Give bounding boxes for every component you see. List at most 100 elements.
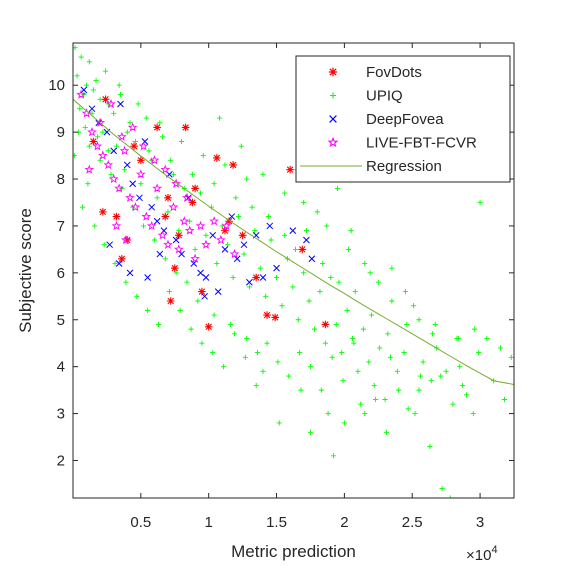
data-point bbox=[264, 340, 270, 346]
data-point bbox=[352, 289, 358, 295]
data-point bbox=[335, 185, 341, 192]
data-point bbox=[324, 223, 330, 229]
x-axis-multiplier: ×104 bbox=[466, 544, 498, 564]
data-point bbox=[358, 401, 364, 407]
data-point bbox=[129, 180, 137, 188]
data-point bbox=[160, 164, 171, 174]
data-point bbox=[371, 382, 377, 389]
data-point bbox=[124, 129, 130, 135]
data-point bbox=[190, 260, 198, 267]
data-point bbox=[405, 406, 411, 412]
data-point bbox=[321, 320, 330, 329]
data-point bbox=[385, 331, 391, 337]
data-point bbox=[209, 231, 217, 239]
data-point bbox=[154, 195, 160, 201]
x-tick-label: 1 bbox=[205, 514, 213, 531]
data-point bbox=[303, 236, 310, 244]
data-point bbox=[260, 171, 266, 177]
data-point bbox=[156, 250, 164, 258]
data-point bbox=[159, 134, 166, 140]
data-point bbox=[271, 313, 279, 322]
data-point bbox=[416, 317, 422, 323]
legend-item: DeepFovea bbox=[329, 111, 444, 128]
data-point bbox=[136, 169, 146, 179]
x-axis-label: Metric prediction bbox=[231, 542, 356, 561]
data-point bbox=[126, 269, 134, 277]
data-point bbox=[470, 410, 476, 417]
data-point bbox=[73, 152, 77, 159]
data-point bbox=[275, 359, 281, 365]
data-point bbox=[233, 195, 239, 201]
data-point bbox=[252, 273, 260, 282]
data-point bbox=[225, 217, 233, 226]
data-point bbox=[351, 340, 357, 346]
data-point bbox=[168, 157, 174, 163]
data-point bbox=[286, 373, 292, 379]
data-point bbox=[246, 284, 252, 290]
data-point bbox=[290, 284, 296, 290]
y-tick-label: 10 bbox=[48, 77, 65, 94]
data-point bbox=[99, 208, 107, 216]
data-point bbox=[221, 220, 232, 231]
data-point bbox=[123, 236, 132, 244]
data-point bbox=[362, 410, 368, 417]
data-point bbox=[410, 303, 417, 309]
data-point bbox=[93, 77, 99, 84]
data-point bbox=[401, 349, 407, 356]
data-point bbox=[123, 161, 131, 169]
data-point bbox=[282, 190, 288, 196]
data-point bbox=[249, 204, 255, 210]
data-point bbox=[230, 274, 236, 281]
data-point bbox=[198, 287, 206, 296]
data-point bbox=[348, 228, 354, 234]
data-point bbox=[484, 335, 490, 342]
data-point bbox=[389, 298, 395, 304]
data-point bbox=[443, 368, 449, 374]
data-point bbox=[301, 270, 307, 276]
data-point bbox=[146, 148, 152, 154]
x-tick-label: 2 bbox=[340, 514, 348, 531]
data-point bbox=[372, 396, 379, 403]
data-point bbox=[314, 209, 320, 215]
data-point bbox=[137, 156, 145, 165]
axes-box bbox=[72, 42, 515, 499]
data-point bbox=[360, 326, 366, 332]
x-tick-label: 3 bbox=[476, 514, 484, 531]
data-point bbox=[355, 368, 361, 374]
data-point bbox=[112, 260, 118, 267]
data-point bbox=[153, 217, 161, 225]
data-point bbox=[273, 274, 280, 281]
legend-item: UPIQ bbox=[330, 88, 403, 105]
data-point bbox=[195, 298, 201, 304]
data-point bbox=[97, 157, 103, 163]
legend-swatch bbox=[329, 115, 337, 123]
data-point bbox=[76, 89, 86, 99]
data-point bbox=[297, 349, 303, 356]
data-point bbox=[101, 95, 110, 104]
data-point bbox=[171, 178, 181, 188]
data-point bbox=[389, 265, 395, 271]
data-point bbox=[90, 87, 96, 93]
data-point bbox=[210, 349, 216, 356]
data-point bbox=[82, 124, 88, 131]
data-point bbox=[200, 152, 206, 159]
data-point bbox=[221, 246, 229, 253]
data-point bbox=[330, 453, 337, 459]
data-point bbox=[204, 322, 213, 331]
data-point bbox=[476, 349, 482, 356]
data-point bbox=[295, 317, 301, 323]
data-point bbox=[394, 368, 400, 374]
data-point bbox=[145, 307, 151, 313]
data-point bbox=[114, 183, 124, 193]
data-point bbox=[117, 131, 127, 141]
data-point bbox=[170, 171, 177, 177]
data-point bbox=[175, 231, 183, 240]
data-point bbox=[132, 138, 139, 145]
data-point bbox=[105, 148, 111, 154]
data-point bbox=[265, 213, 271, 220]
data-point bbox=[447, 495, 453, 498]
data-point bbox=[221, 226, 229, 235]
data-point bbox=[125, 192, 135, 202]
data-point bbox=[472, 326, 478, 332]
